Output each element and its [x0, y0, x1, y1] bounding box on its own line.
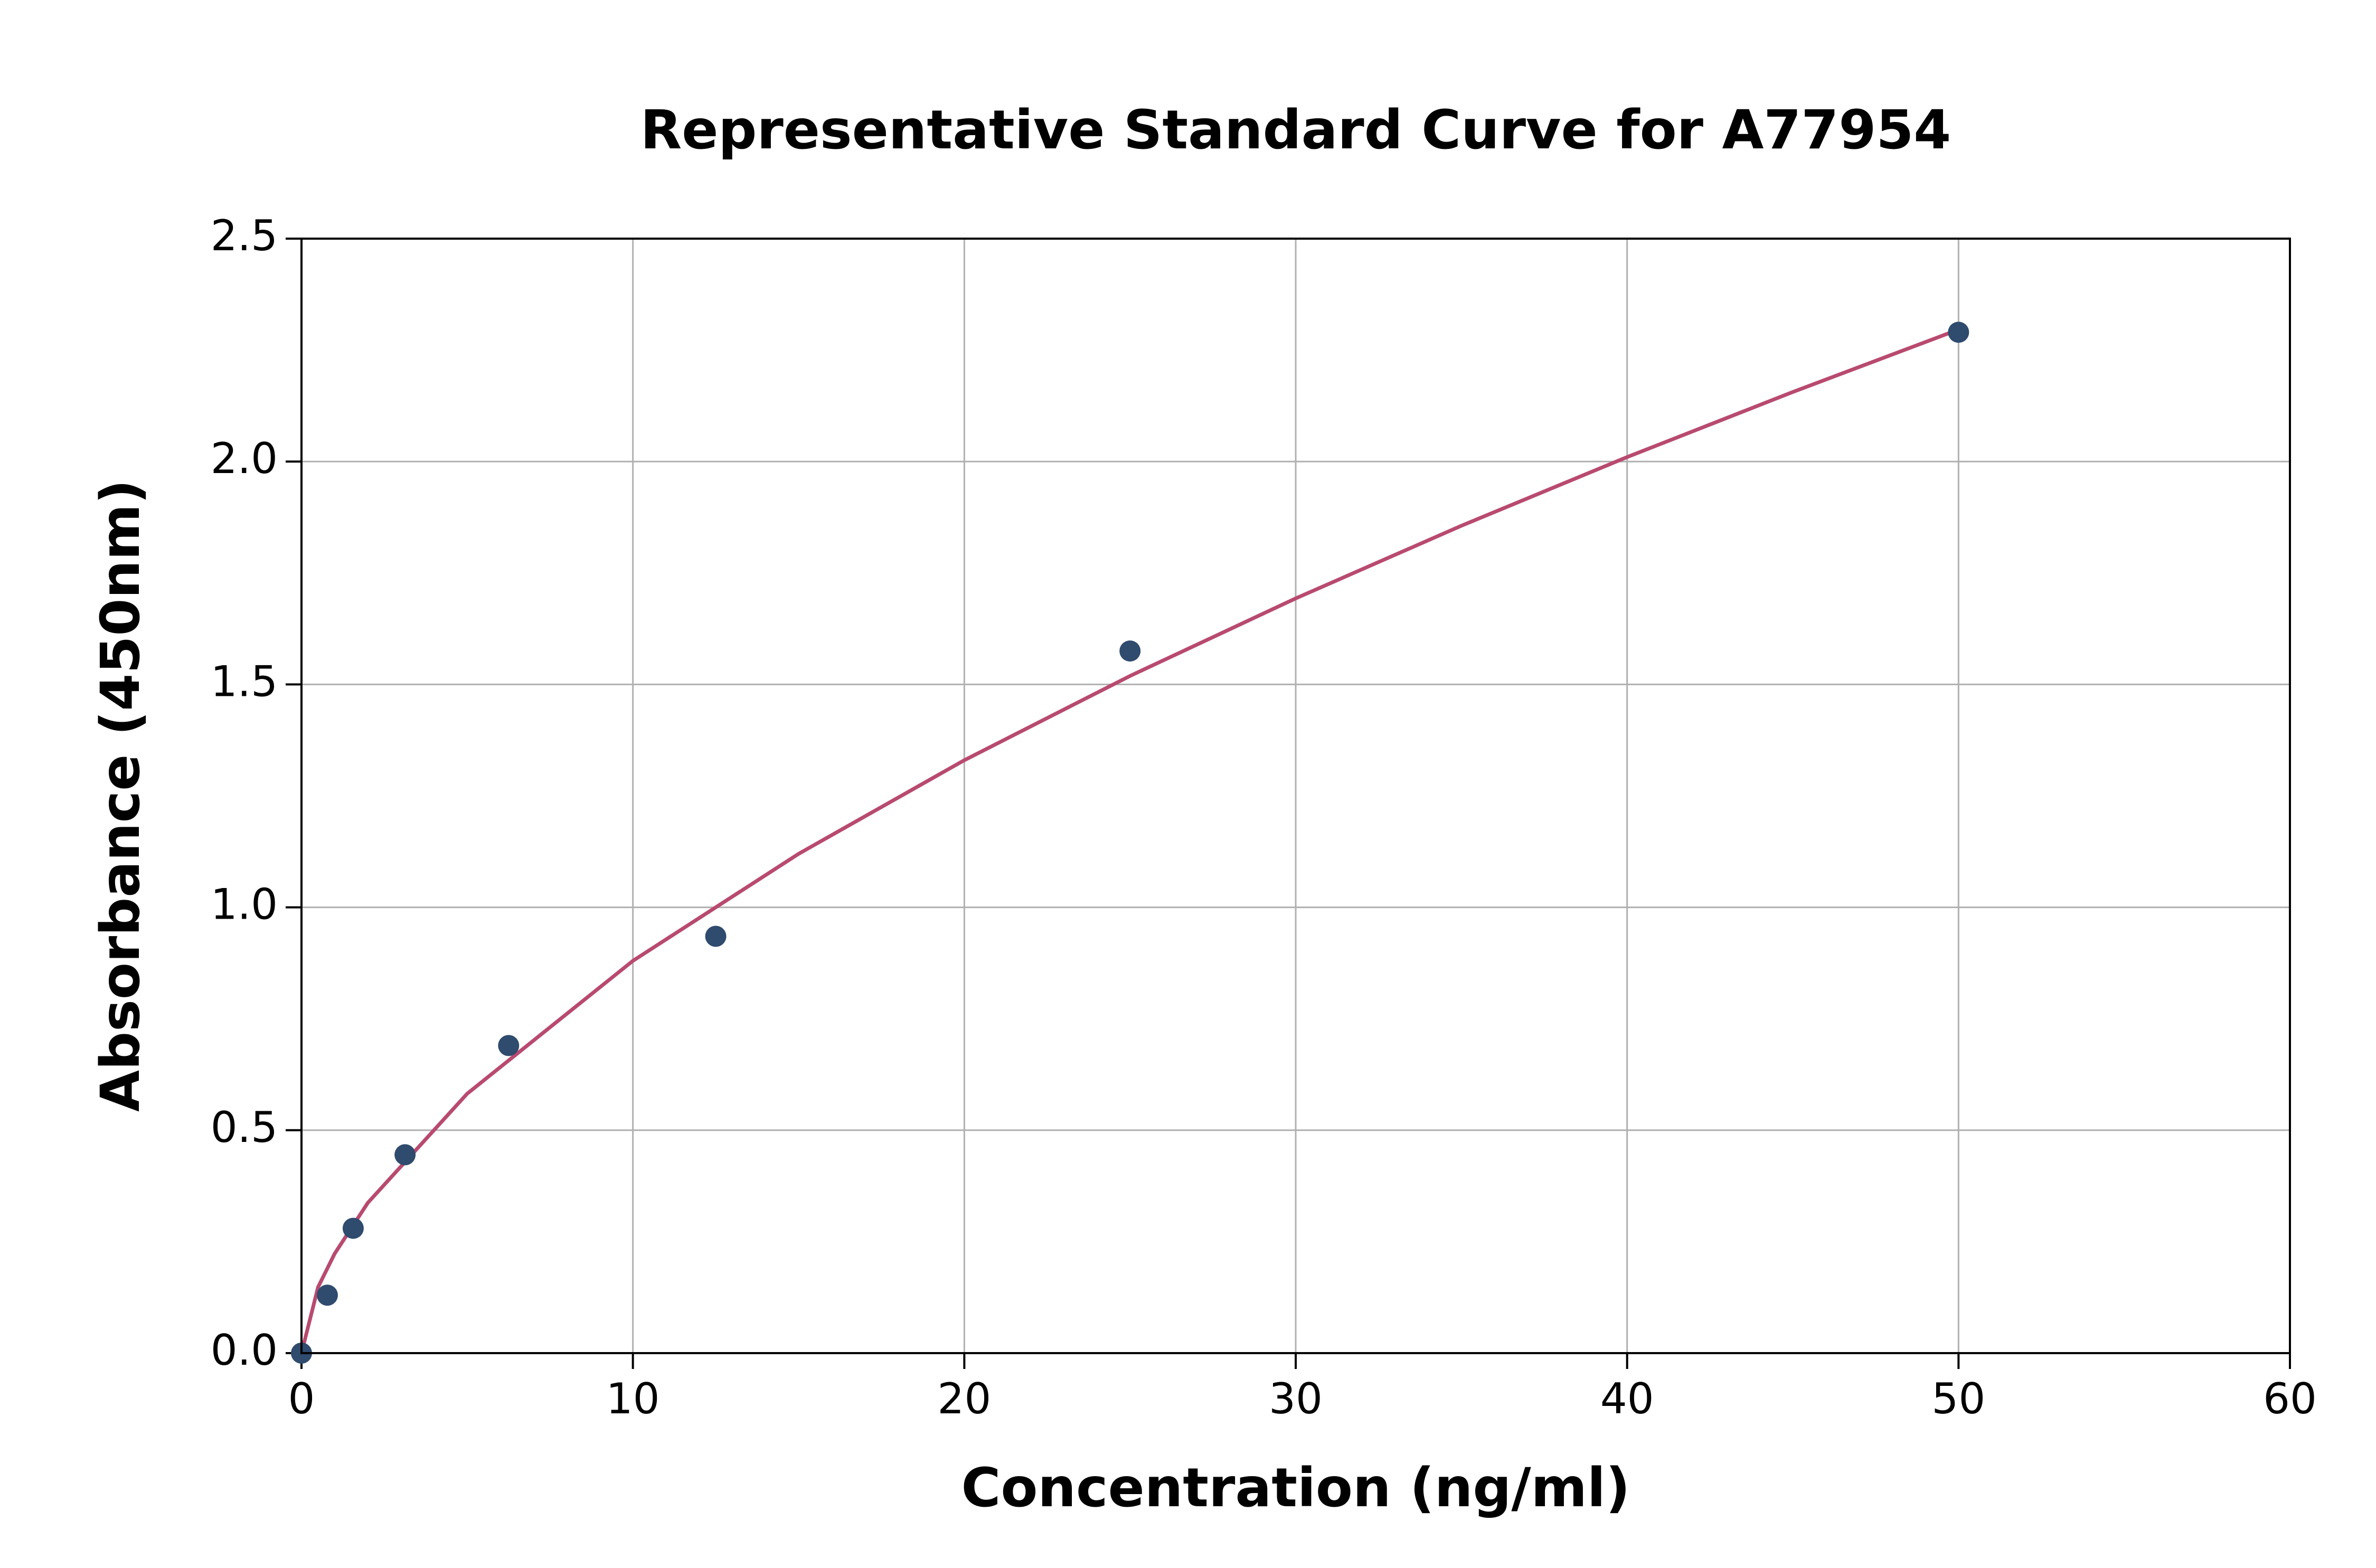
x-tick-label: 50 [1931, 1374, 1985, 1423]
data-point [316, 1284, 338, 1306]
x-tick-label: 40 [1600, 1374, 1654, 1423]
y-tick-label: 1.5 [211, 657, 278, 706]
x-tick-label: 60 [2263, 1374, 2317, 1423]
data-point [342, 1217, 364, 1239]
y-tick-label: 1.0 [211, 880, 278, 929]
data-point [1119, 640, 1141, 662]
y-tick-label: 2.5 [211, 211, 278, 260]
data-point [394, 1144, 416, 1166]
x-tick-label: 20 [937, 1374, 991, 1423]
y-axis-label: Absorbance (450nm) [89, 479, 152, 1112]
x-axis-label: Concentration (ng/ml) [961, 1457, 1630, 1519]
chart-title: Representative Standard Curve for A77954 [640, 99, 1951, 162]
y-tick-label: 0.0 [211, 1326, 278, 1375]
data-point [1948, 322, 1969, 343]
plot-frame [300, 238, 2291, 1354]
x-tick-label: 30 [1269, 1374, 1323, 1423]
data-point [705, 925, 727, 947]
y-tick-label: 0.5 [211, 1103, 278, 1152]
x-tick-label: 10 [606, 1374, 660, 1423]
x-tick-label: 0 [288, 1374, 315, 1423]
fit-curve [299, 327, 1959, 1354]
data-point [498, 1035, 520, 1056]
y-tick-label: 2.0 [211, 434, 278, 483]
